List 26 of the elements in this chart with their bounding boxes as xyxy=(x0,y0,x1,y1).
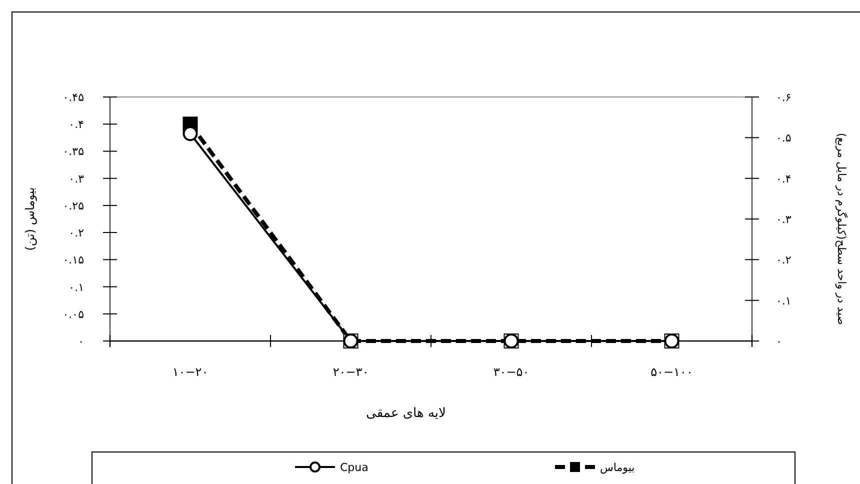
y-tick-label: ۰.۴ xyxy=(68,118,84,132)
y2-axis-title: صید در واحد سطح(کیلوگرم در مایل مربع) xyxy=(835,132,848,326)
y-tick-label: ۰.۳ xyxy=(68,172,84,186)
y-tick-label: ۰.۲۵ xyxy=(62,199,84,212)
y-tick-label: ۰.۰۵ xyxy=(62,308,84,321)
y-tick-label: ۰.۱ xyxy=(68,280,84,294)
y2-tick-label: ۰.۵ xyxy=(776,132,792,145)
legend-label: Cpua xyxy=(340,461,368,474)
y2-tick-label: ۰.۲ xyxy=(776,254,792,267)
y2-tick-label: ۰.۶ xyxy=(776,91,792,104)
x-tick-label: ۲۰−۳۰ xyxy=(332,365,369,379)
y2-tick-label: ۰.۳ xyxy=(776,213,792,226)
y-tick-label: ۰.۴۵ xyxy=(62,91,84,104)
y2-tick-label: ۰ xyxy=(776,335,782,348)
legend-label: بیوماس xyxy=(600,461,635,474)
x-tick-label: ۱۰−۲۰ xyxy=(172,365,208,379)
x-axis-title: لایه های عمقی xyxy=(366,406,446,421)
x-tick-label: ۵۰−۱۰۰ xyxy=(650,365,693,379)
y-axis-title: بیوماس (تن) xyxy=(23,187,37,251)
y-tick-label: ۰ xyxy=(78,335,84,348)
y-tick-label: ۰.۲ xyxy=(68,226,84,240)
x-tick-label: ۳۰−۵۰ xyxy=(493,365,530,379)
y-tick-label: ۰.۱۵ xyxy=(62,254,84,267)
y2-tick-label: ۰.۱ xyxy=(776,294,792,308)
y-tick-label: ۰.۳۵ xyxy=(62,145,84,158)
y2-tick-label: ۰.۴ xyxy=(776,172,792,186)
